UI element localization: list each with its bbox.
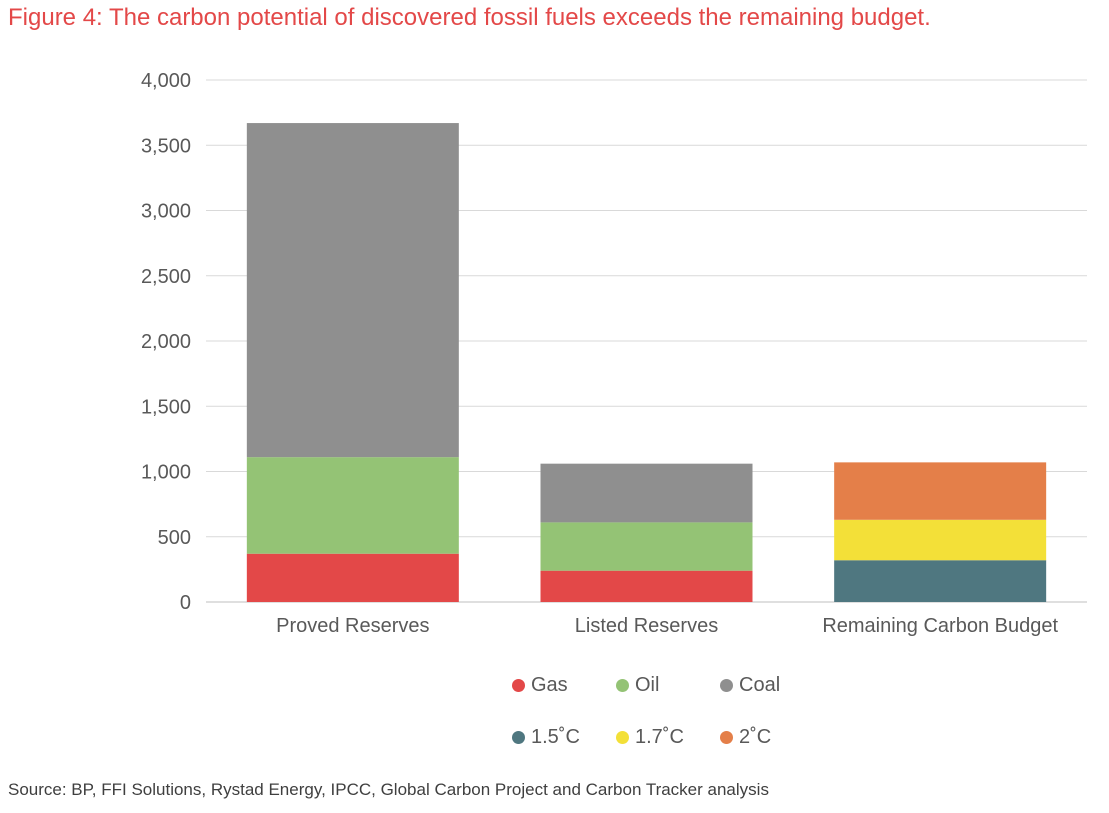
legend-label: Coal <box>739 674 781 696</box>
y-tick-label: 3,500 <box>141 135 191 157</box>
bar-segment-gas <box>540 570 753 602</box>
legend-item: Oil <box>616 674 659 697</box>
legend-swatch <box>720 679 733 692</box>
legend-swatch <box>512 679 525 692</box>
legend-item: 1.5˚C <box>512 726 580 749</box>
legend-label: Gas <box>531 674 568 696</box>
legend-swatch <box>616 679 629 692</box>
y-tick-label: 500 <box>158 527 191 549</box>
legend-label: 1.7˚C <box>635 726 684 748</box>
x-tick-label: Proved Reserves <box>276 615 429 637</box>
legend-label: 1.5˚C <box>531 726 580 748</box>
y-tick-label: 1,500 <box>141 396 191 418</box>
bar-segment-oil <box>540 522 753 571</box>
chart-title: Figure 4: The carbon potential of discov… <box>8 4 931 31</box>
y-tick-label: 2,000 <box>141 331 191 353</box>
y-tick-label: 3,000 <box>141 201 191 223</box>
x-tick-label: Remaining Carbon Budget <box>822 615 1058 637</box>
bar-segment-coal <box>246 123 459 458</box>
legend-item: 1.7˚C <box>616 726 684 749</box>
y-tick-label: 4,000 <box>141 70 191 92</box>
legend-item: 2˚C <box>720 726 771 749</box>
legend-label: 2˚C <box>739 726 772 748</box>
bar-segment-oil <box>246 457 459 554</box>
legend-item: Gas <box>512 674 568 697</box>
source-note: Source: BP, FFI Solutions, Rystad Energy… <box>8 780 769 799</box>
bar-segment-gas <box>246 553 459 602</box>
legend-label: Oil <box>635 674 660 696</box>
legend-item: Coal <box>720 674 780 697</box>
bar-segment-1-5-c <box>834 560 1047 602</box>
legend-swatch <box>616 731 629 744</box>
bar-segment-coal <box>540 463 753 523</box>
y-tick-label: 0 <box>180 592 191 614</box>
y-tick-label: 2,500 <box>141 266 191 288</box>
bar-segment-1-7-c <box>834 519 1047 561</box>
x-tick-label: Listed Reserves <box>575 615 718 637</box>
legend-swatch <box>512 731 525 744</box>
legend-swatch <box>720 731 733 744</box>
stacked-bar-chart: 0 500 1,000 1,500 2,000 2,500 3,000 3,500 4,000 P… <box>141 70 1087 637</box>
bar-segment-2-c <box>834 462 1047 520</box>
y-tick-label: 1,000 <box>141 462 191 484</box>
